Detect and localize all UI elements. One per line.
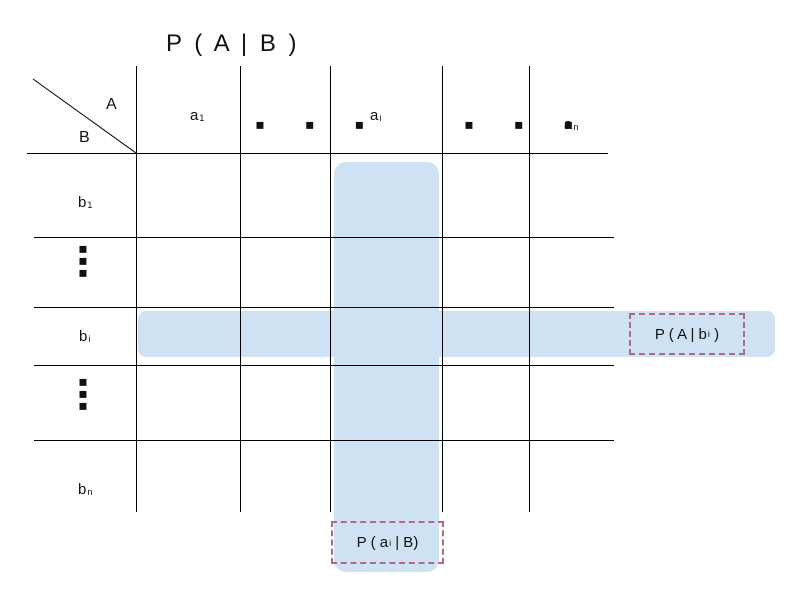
row-header-bi-sub: i xyxy=(88,334,91,344)
row-callout-pre: P ( A | b xyxy=(654,325,707,343)
column-callout-pre: P ( a xyxy=(356,534,389,551)
row-header-b1: b1 xyxy=(78,194,92,211)
corner-label-b: B xyxy=(79,129,90,146)
row-header-bn-base: b xyxy=(78,481,87,498)
row-callout-post: ) xyxy=(709,325,720,343)
row-header-bi-base: b xyxy=(79,328,88,345)
column-header-an-sub: n xyxy=(573,122,579,132)
row-callout-sub: i xyxy=(707,329,710,339)
column-callout-sub: i xyxy=(389,537,392,548)
grid-hline-2 xyxy=(34,237,614,238)
grid-hline-5 xyxy=(34,440,614,441)
column-header-ai-base: a xyxy=(370,107,379,124)
column-header-ai-sub: i xyxy=(379,113,382,123)
column-header-ellipsis-2: ▪ ▪ ▪ xyxy=(464,109,590,140)
column-header-an-base: a xyxy=(564,116,573,133)
column-header-a1: a1 xyxy=(190,107,204,124)
grid-vline-1 xyxy=(136,66,137,512)
row-header-bn-sub: n xyxy=(87,487,93,497)
grid-vline-5 xyxy=(529,66,530,512)
row-header-bi: bi xyxy=(79,328,90,345)
column-header-ai: ai xyxy=(370,107,381,124)
corner-label-a: A xyxy=(106,96,117,113)
column-header-a1-sub: 1 xyxy=(199,113,205,123)
grid-hline-header xyxy=(27,153,608,154)
grid-vline-3 xyxy=(330,66,331,512)
grid-vline-4 xyxy=(442,66,443,512)
grid-hline-4 xyxy=(34,365,614,366)
row-header-b1-base: b xyxy=(78,194,87,211)
row-header-b1-sub: 1 xyxy=(87,200,93,210)
row-highlight xyxy=(138,311,775,357)
grid-vline-2 xyxy=(240,66,241,512)
row-header-ellipsis-1: ▪ ▪ ▪ xyxy=(78,233,88,288)
grid-hline-3 xyxy=(34,307,614,308)
column-highlight xyxy=(334,162,439,572)
column-header-an: an xyxy=(564,116,578,133)
row-header-ellipsis-2: ▪ ▪ ▪ xyxy=(78,366,88,421)
diagram-title: P ( A | B ) xyxy=(166,30,300,57)
row-header-bn: bn xyxy=(78,481,92,498)
column-header-a1-base: a xyxy=(190,107,199,124)
column-callout-post: | B) xyxy=(391,534,419,551)
column-header-ellipsis-1: ▪ ▪ ▪ xyxy=(255,109,381,140)
